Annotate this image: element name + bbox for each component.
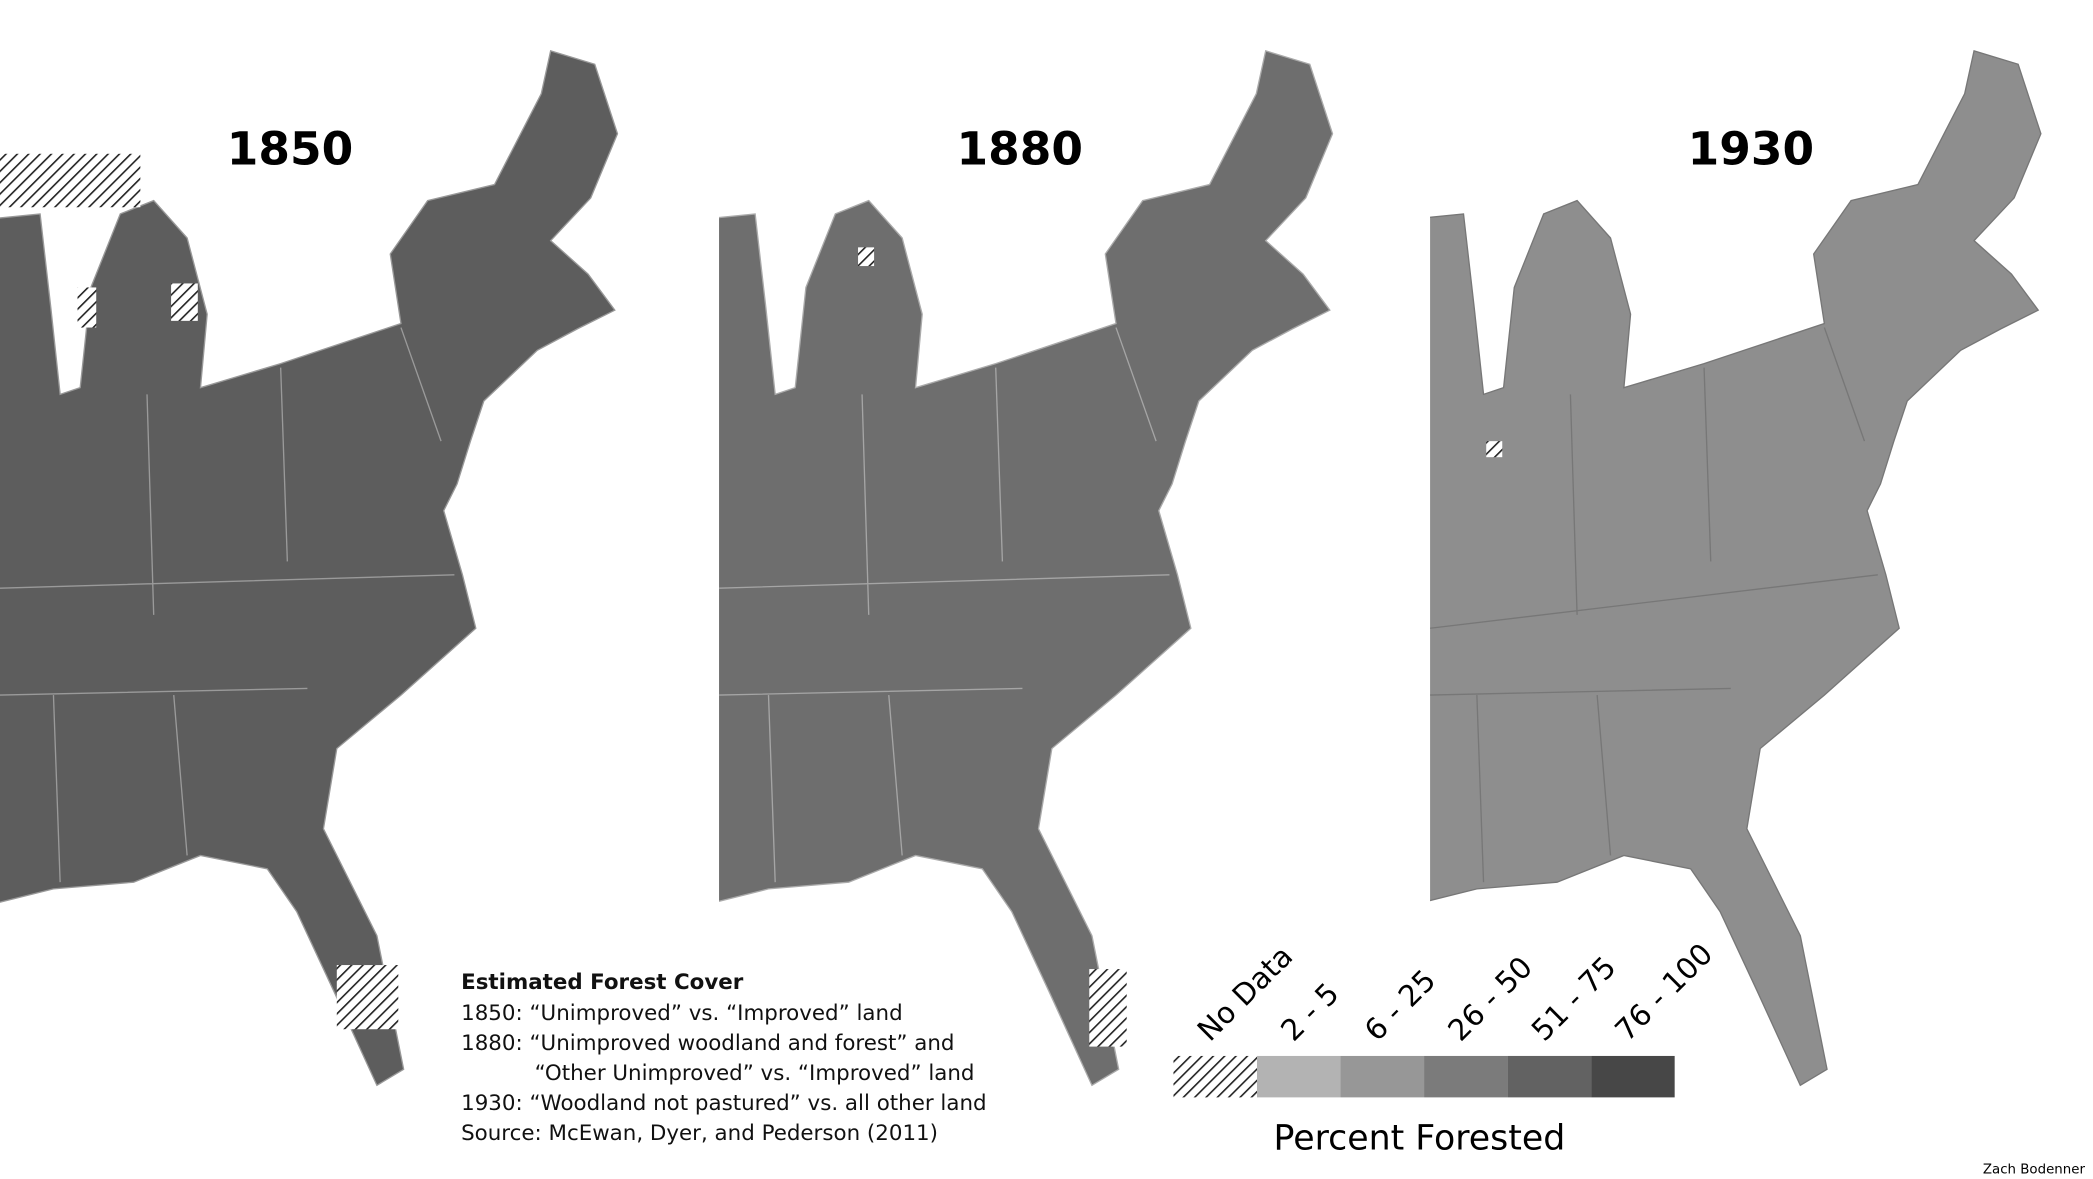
note-line: “Other Unimproved” vs. “Improved” land xyxy=(535,1061,975,1086)
note-line: Source: McEwan, Dyer, and Pederson (2011… xyxy=(461,1121,938,1146)
map-title: 1930 xyxy=(1688,122,1814,175)
legend-label: 76 - 100 xyxy=(1608,937,1719,1048)
legend-label: 26 - 50 xyxy=(1441,950,1539,1048)
map-1930 xyxy=(1430,50,2042,1087)
credit: Zach Bodenner xyxy=(1983,1163,2086,1178)
map-title: 1880 xyxy=(957,122,1083,175)
legend-title: Percent Forested xyxy=(1274,1119,1566,1159)
legend-label: 2 - 5 xyxy=(1274,976,1345,1047)
note-line: 1850: “Unimproved” vs. “Improved” land xyxy=(461,1001,903,1026)
map-1880 xyxy=(719,50,1334,1087)
legend-swatch xyxy=(1340,1055,1425,1098)
notes-heading: Estimated Forest Cover xyxy=(461,970,744,995)
note-line: 1880: “Unimproved woodland and forest” a… xyxy=(461,1031,954,1056)
legend-swatch xyxy=(1591,1055,1675,1098)
legend-swatch xyxy=(1257,1055,1341,1098)
map-1850 xyxy=(0,50,619,1087)
note-line: 1930: “Woodland not pastured” vs. all ot… xyxy=(461,1091,987,1116)
legend-swatch xyxy=(1173,1055,1258,1098)
legend-swatch xyxy=(1424,1055,1508,1098)
map-title: 1850 xyxy=(227,122,353,175)
legend-label: 51 - 75 xyxy=(1525,950,1623,1048)
notes: 1850: “Unimproved” vs. “Improved” land 18… xyxy=(461,1001,987,1146)
legend-swatch xyxy=(1507,1055,1592,1098)
legend-label: 6 - 25 xyxy=(1358,963,1442,1047)
